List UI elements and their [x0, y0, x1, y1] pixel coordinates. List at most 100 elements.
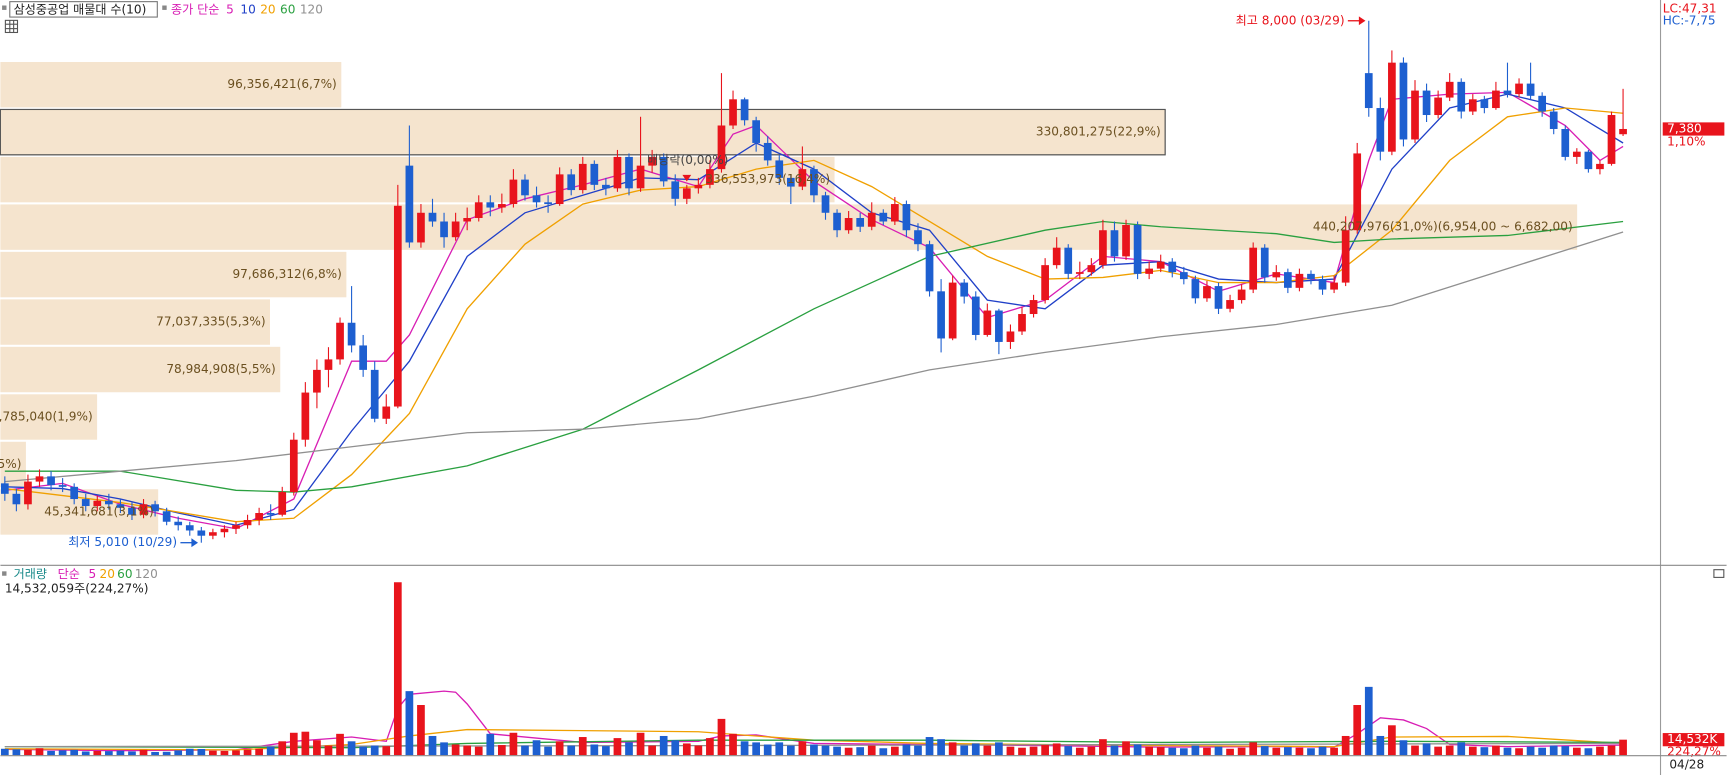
volume-bar: [786, 745, 795, 756]
volume-bar: [220, 750, 229, 756]
volume-profile-label: 27,785,040(1,9%): [0, 410, 93, 424]
volume-bar: [602, 746, 610, 756]
volume-bar: [971, 743, 980, 756]
volume-bar: [266, 746, 275, 756]
volume-bar: [521, 745, 529, 756]
volume-bar: [509, 732, 518, 756]
mark-layer: [0, 20, 1627, 756]
volume-bar: [544, 746, 552, 756]
candle-body: [706, 169, 714, 185]
volume-bar: [1561, 746, 1570, 756]
candle-body: [578, 163, 587, 191]
volume-bar: [821, 745, 830, 756]
candle-body: [1099, 230, 1107, 266]
volume-profile-layer: [0, 62, 1578, 535]
candle-body: [382, 406, 391, 419]
candle-body: [891, 204, 899, 222]
volume-bar: [1122, 741, 1130, 756]
volume-bar: [255, 748, 263, 756]
volume-bar: [1295, 747, 1304, 756]
candle-body: [948, 282, 957, 339]
candle-body: [752, 120, 761, 143]
candle-body: [671, 181, 680, 199]
volume-bar: [451, 744, 460, 756]
candle-body: [1572, 151, 1581, 157]
panel-icon[interactable]: [1713, 569, 1725, 578]
candle-body: [729, 99, 737, 126]
volume-bar: [428, 735, 437, 756]
legend-entry: 60: [117, 567, 132, 581]
candle-body: [313, 369, 321, 393]
volume-profile-label: 336,553,973(16,4%): [705, 172, 830, 186]
candle-body: [682, 188, 691, 199]
volume-bar: [359, 746, 368, 756]
volume-bar: [498, 745, 506, 756]
candle-body: [1353, 153, 1362, 231]
volume-bar: [983, 745, 992, 756]
volume-bar: [1318, 746, 1327, 756]
volume-bar: [1145, 746, 1154, 756]
candle-body: [1052, 247, 1061, 266]
candle-body: [243, 519, 252, 526]
volume-bar: [995, 742, 1003, 756]
volume-bar: [1411, 745, 1419, 756]
candle-body: [1503, 90, 1512, 95]
volume-bar: [856, 747, 865, 756]
candle-body: [116, 504, 125, 508]
candle-body: [370, 369, 379, 419]
candle-body: [1619, 128, 1627, 135]
volume-profile-label: 77,037,335(5,3%): [156, 315, 265, 329]
candle-body: [1075, 272, 1084, 274]
volume-bar: [567, 745, 576, 756]
candle-body: [775, 160, 784, 178]
candle-body: [209, 532, 217, 536]
volume-bar: [116, 750, 125, 756]
candle-body: [1214, 286, 1223, 309]
dividend-marker: [682, 174, 692, 182]
candle-body: [359, 345, 368, 370]
candle-body: [602, 184, 610, 189]
candle-body: [867, 212, 876, 227]
candle-body: [567, 174, 576, 191]
candle-body: [278, 492, 287, 515]
candle-body: [24, 481, 32, 505]
volume-bar: [1619, 739, 1627, 756]
candle-body: [740, 99, 749, 121]
legend-entry: 60: [280, 2, 295, 16]
volume-bar: [370, 745, 379, 756]
volume-profile-bar: [0, 62, 342, 108]
volume-bar: [393, 582, 402, 756]
candle-body: [971, 296, 980, 335]
volume-bar: [717, 718, 726, 756]
legend-marker: [162, 5, 167, 10]
candle-body: [451, 221, 460, 238]
candle-body: [463, 218, 472, 222]
volume-bar: [879, 748, 888, 756]
candle-body: [324, 359, 333, 370]
volume-bar: [1099, 739, 1107, 756]
candle-body: [509, 179, 518, 205]
candle-body: [1318, 279, 1327, 290]
candle-body: [1029, 300, 1038, 315]
candle-body: [1226, 300, 1234, 309]
volume-bar: [1156, 747, 1165, 756]
volume-bar: [763, 744, 772, 756]
volume-bar: [844, 747, 853, 756]
volume-bar: [729, 733, 737, 756]
volume-bar: [1353, 705, 1362, 756]
volume-bar: [1237, 747, 1246, 756]
candle-body: [12, 493, 21, 505]
volume-profile-bar: [0, 251, 347, 298]
candle-body: [474, 202, 483, 219]
volume-profile-label: 7,125,974(0,5%): [0, 457, 21, 471]
candle-body: [1133, 224, 1142, 274]
title-box[interactable]: [9, 1, 158, 18]
candle-body: [47, 476, 55, 486]
volume-profile-label: 78,984,908(5,5%): [166, 362, 275, 376]
candle-body: [1561, 128, 1570, 157]
table-icon[interactable]: [4, 19, 19, 34]
volume-bar: [532, 740, 541, 756]
last-volume-label: 14,532K: [1667, 732, 1718, 746]
volume-bar: [1572, 747, 1581, 756]
candle-body: [521, 179, 529, 196]
